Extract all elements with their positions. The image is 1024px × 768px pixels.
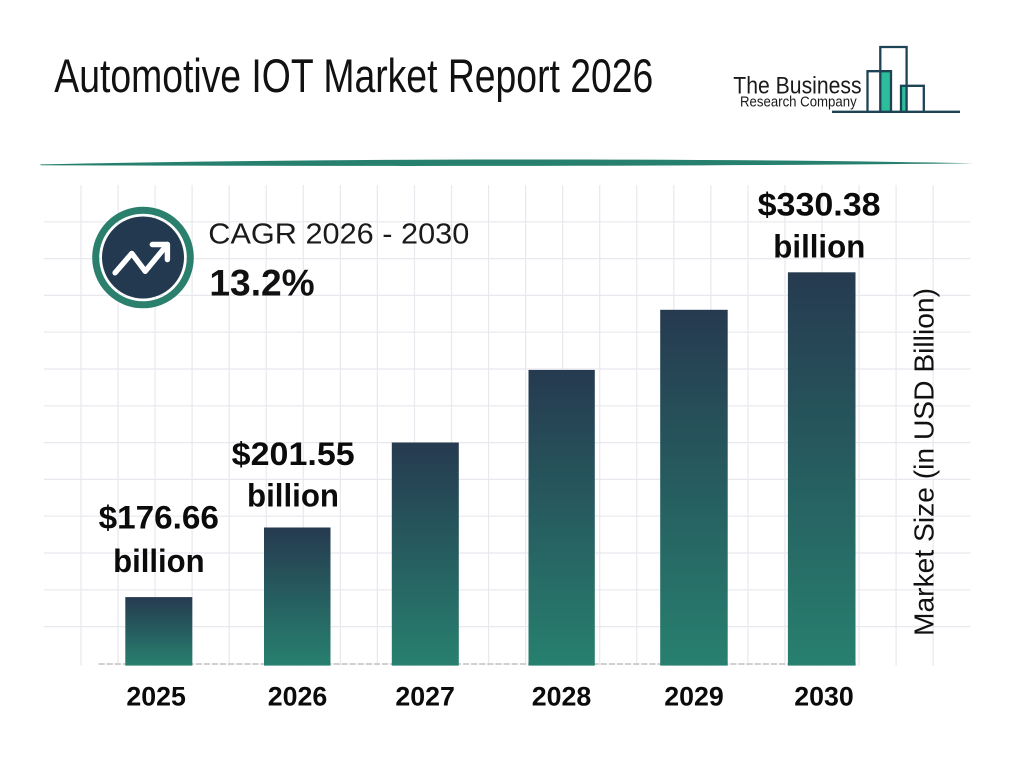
svg-text:2026: 2026 [268,682,328,712]
svg-text:Market Size (in USD Billion): Market Size (in USD Billion) [909,288,940,636]
svg-text:CAGR 2026 - 2030: CAGR 2026 - 2030 [208,219,469,251]
svg-text:2029: 2029 [664,682,724,712]
svg-text:The Business: The Business [733,72,861,99]
svg-text:2027: 2027 [395,682,455,712]
svg-text:2025: 2025 [126,682,186,712]
svg-text:$330.38: $330.38 [758,186,881,222]
svg-text:billion: billion [773,229,865,265]
svg-text:$176.66: $176.66 [99,500,219,536]
svg-text:13.2%: 13.2% [209,263,314,304]
svg-text:billion: billion [113,543,205,579]
svg-text:billion: billion [247,478,339,514]
svg-text:Research Company: Research Company [740,95,857,111]
svg-text:Automotive IOT Market Report 2: Automotive IOT Market Report 2026 [54,49,653,102]
svg-text:2028: 2028 [532,682,592,712]
svg-text:2030: 2030 [794,682,854,712]
svg-text:$201.55: $201.55 [232,436,355,472]
